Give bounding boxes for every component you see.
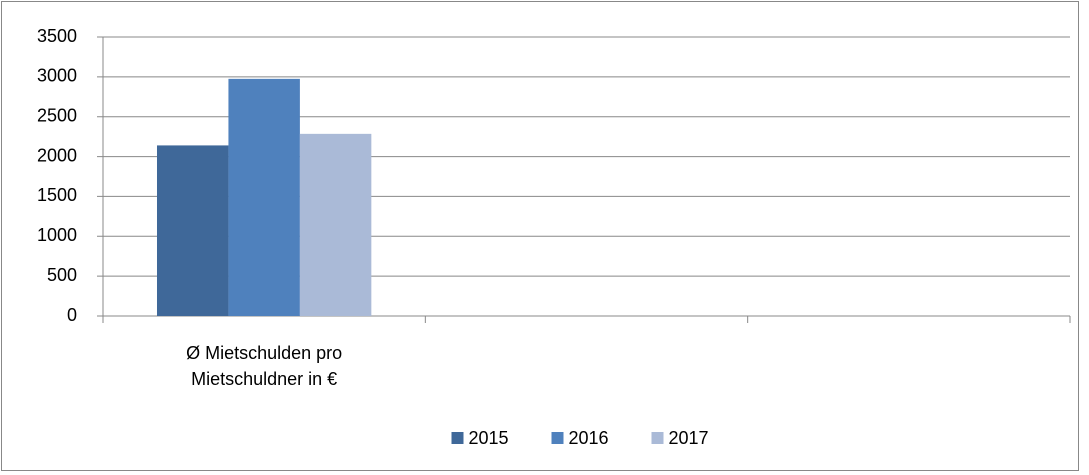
bar bbox=[156, 145, 229, 316]
legend-swatch bbox=[451, 432, 464, 444]
x-tick-label: Ø Mietschulden pro Mietschuldner in € bbox=[186, 343, 343, 389]
bar bbox=[228, 78, 300, 316]
y-tick-label: 2000 bbox=[37, 145, 77, 165]
y-tick-label: 0 bbox=[67, 305, 77, 325]
y-tick-label: 3500 bbox=[37, 26, 77, 46]
y-tick-label: 2500 bbox=[37, 105, 77, 125]
legend-swatch bbox=[551, 432, 564, 444]
legend-label: 2016 bbox=[569, 428, 609, 448]
bar bbox=[299, 133, 372, 316]
legend-swatch bbox=[651, 432, 664, 444]
legend-label: 2015 bbox=[469, 428, 509, 448]
y-tick-label: 3000 bbox=[37, 66, 77, 86]
y-tick-label: 500 bbox=[47, 265, 77, 285]
y-tick-label: 1500 bbox=[37, 185, 77, 205]
y-tick-label: 1000 bbox=[37, 225, 77, 245]
legend-label: 2017 bbox=[669, 428, 709, 448]
